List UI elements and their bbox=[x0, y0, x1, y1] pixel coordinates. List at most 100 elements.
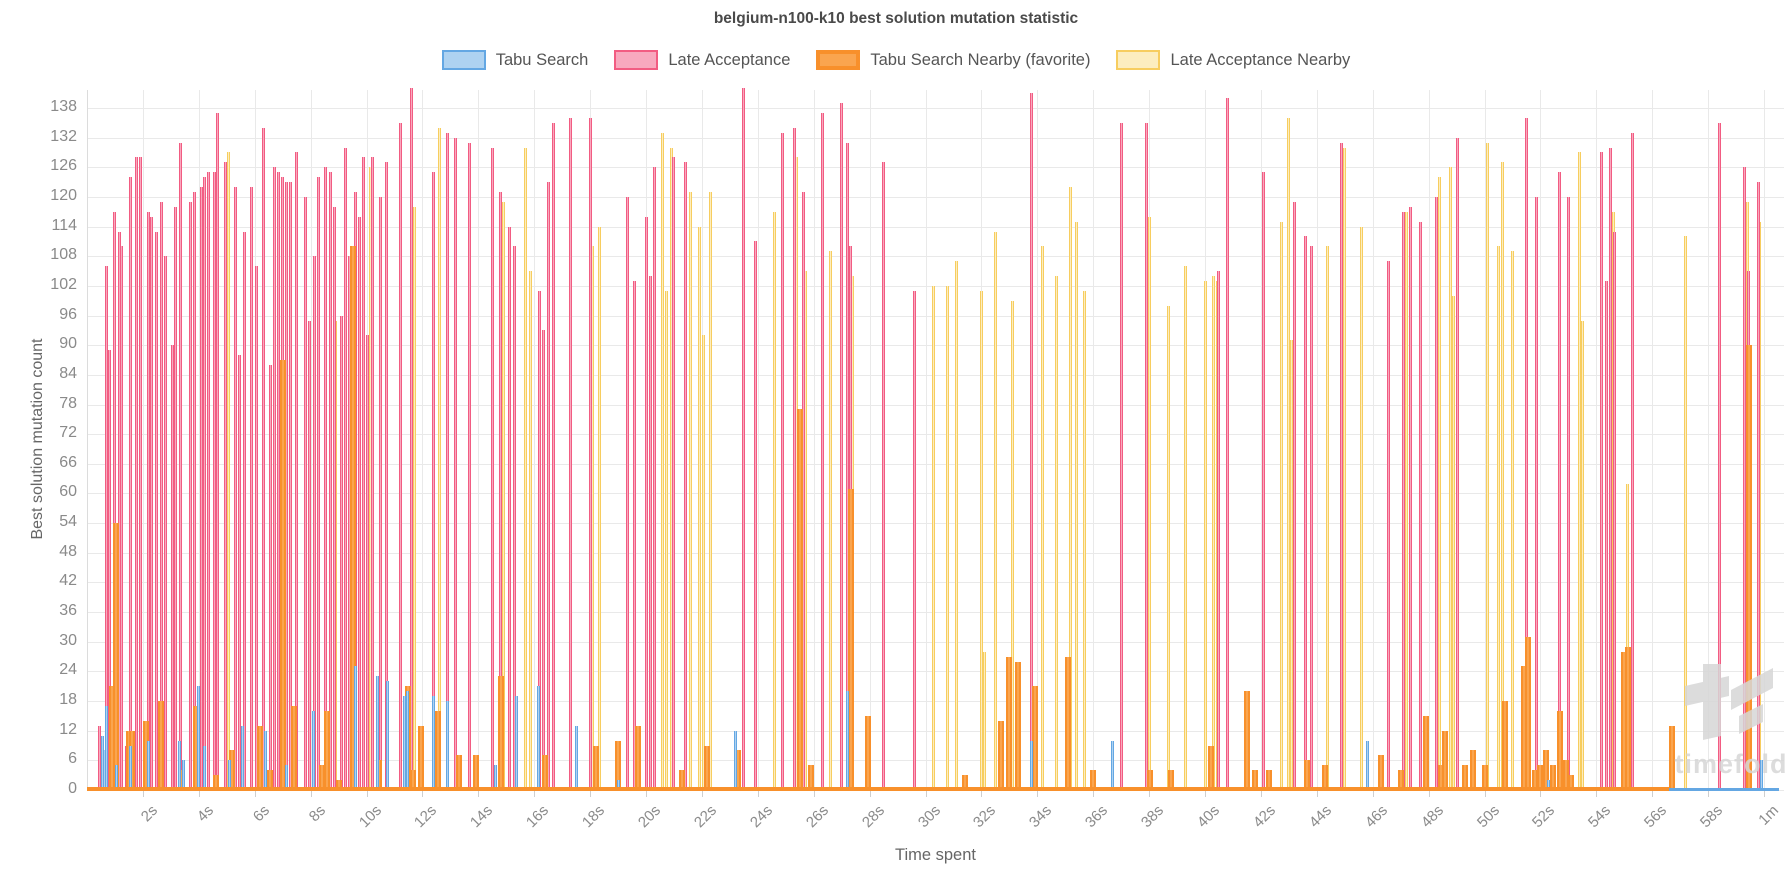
bar-tabu-search bbox=[1547, 780, 1551, 790]
x-tick-label: 24s bbox=[746, 802, 776, 832]
bar-tabu-search-nearby-favorite- bbox=[1502, 701, 1509, 790]
x-tick-label: 46s bbox=[1361, 802, 1391, 832]
x-tick-mark bbox=[198, 790, 200, 797]
bar-late-acceptance-nearby bbox=[1287, 117, 1291, 790]
bar-tabu-search bbox=[1365, 740, 1369, 790]
x-tick-mark bbox=[590, 790, 592, 797]
x-tick-mark bbox=[757, 790, 759, 797]
y-tick-label: 54 bbox=[59, 513, 77, 531]
bar-tabu-search-nearby-favorite- bbox=[1014, 661, 1021, 790]
y-tick-label: 48 bbox=[59, 542, 77, 560]
bar-tabu-search-nearby-favorite- bbox=[634, 725, 641, 790]
bar-late-acceptance bbox=[378, 196, 382, 790]
bar-tabu-search-nearby-favorite- bbox=[318, 765, 325, 790]
bar-tabu-search-nearby-favorite- bbox=[1524, 636, 1531, 790]
bar-tabu-search bbox=[177, 740, 181, 790]
bar-late-acceptance bbox=[128, 177, 132, 790]
bar-late-acceptance bbox=[200, 187, 204, 790]
x-tick-mark bbox=[1764, 790, 1765, 797]
bar-late-acceptance bbox=[1612, 231, 1616, 790]
bar-tabu-search-nearby-favorite- bbox=[1252, 770, 1259, 790]
bar-late-acceptance bbox=[146, 211, 150, 790]
gridline-horizontal bbox=[87, 285, 1784, 287]
bar-late-acceptance bbox=[499, 192, 503, 790]
y-tick-label: 84 bbox=[59, 364, 77, 382]
bar-tabu-search-nearby-favorite- bbox=[1422, 715, 1429, 790]
bar-late-acceptance bbox=[254, 266, 258, 790]
legend-item-tabu-search-nearby-favorite-[interactable]: Tabu Search Nearby (favorite) bbox=[816, 50, 1090, 70]
x-tick-mark bbox=[701, 790, 703, 797]
x-tick-label: 32s bbox=[970, 802, 1000, 832]
bar-late-acceptance bbox=[490, 147, 494, 790]
bar-late-acceptance-nearby bbox=[1452, 295, 1456, 790]
bar-tabu-search bbox=[733, 730, 737, 790]
y-tick-label: 72 bbox=[59, 424, 77, 442]
x-tick-mark bbox=[478, 790, 480, 797]
bar-tabu-search-nearby-favorite- bbox=[113, 523, 120, 790]
gridline-vertical bbox=[1596, 90, 1598, 790]
bar-tabu-search-nearby-favorite- bbox=[409, 770, 416, 790]
bar-tabu-search-nearby-favorite- bbox=[679, 770, 686, 790]
legend-swatch-icon bbox=[614, 50, 659, 70]
bar-tabu-search-nearby-favorite- bbox=[418, 725, 424, 790]
baseline-tabu-search bbox=[1668, 788, 1780, 791]
bar-tabu-search bbox=[114, 765, 118, 790]
legend-label: Late Acceptance bbox=[668, 50, 791, 69]
y-tick-label: 12 bbox=[59, 720, 77, 738]
bar-tabu-search bbox=[146, 740, 150, 790]
x-tick-mark bbox=[534, 790, 536, 797]
bar-tabu-search bbox=[128, 745, 132, 790]
bar-late-acceptance-nearby bbox=[1167, 305, 1171, 790]
bar-tabu-search bbox=[845, 691, 849, 790]
bar-late-acceptance-nearby bbox=[1290, 340, 1294, 790]
bar-late-acceptance-nearby bbox=[828, 251, 832, 790]
y-tick-label: 66 bbox=[59, 453, 77, 471]
bar-late-acceptance bbox=[366, 335, 370, 790]
bar-late-acceptance bbox=[242, 231, 246, 790]
bar-late-acceptance bbox=[135, 157, 139, 790]
bar-late-acceptance bbox=[1608, 147, 1612, 790]
bar-late-acceptance bbox=[1292, 201, 1296, 790]
gridline-horizontal bbox=[87, 315, 1784, 317]
bar-late-acceptance bbox=[150, 216, 154, 790]
x-tick-mark bbox=[925, 790, 927, 797]
bar-tabu-search bbox=[240, 725, 244, 790]
bar-late-acceptance bbox=[1604, 280, 1608, 790]
gridline-horizontal bbox=[87, 701, 1784, 703]
bar-tabu-search-nearby-favorite- bbox=[1461, 765, 1468, 790]
x-tick-label: 20s bbox=[634, 802, 665, 832]
bar-tabu-search bbox=[493, 765, 497, 790]
bar-tabu-search-nearby-favorite- bbox=[1304, 760, 1311, 790]
bar-late-acceptance bbox=[652, 167, 656, 790]
legend-item-late-acceptance-nearby[interactable]: Late Acceptance Nearby bbox=[1116, 50, 1350, 70]
x-tick-label: 56s bbox=[1641, 802, 1671, 832]
bar-tabu-search bbox=[432, 696, 436, 790]
bar-late-acceptance bbox=[820, 112, 824, 790]
bar-late-acceptance-nearby bbox=[1083, 290, 1087, 790]
bar-late-acceptance bbox=[1119, 122, 1123, 790]
bar-tabu-search bbox=[1759, 760, 1763, 790]
bar-late-acceptance bbox=[362, 157, 366, 790]
bar-tabu-search-nearby-favorite- bbox=[1266, 770, 1273, 790]
bar-late-acceptance bbox=[468, 142, 472, 790]
gridline-vertical bbox=[869, 90, 871, 790]
bar-late-acceptance bbox=[207, 172, 211, 790]
chart-title: belgium-n100-k10 best solution mutation … bbox=[713, 10, 1079, 27]
bar-late-acceptance bbox=[648, 276, 652, 790]
bar-tabu-search-nearby-favorite- bbox=[267, 770, 274, 790]
legend-item-tabu-search[interactable]: Tabu Search bbox=[441, 50, 588, 70]
x-tick-label: 10s bbox=[355, 802, 385, 832]
bar-late-acceptance bbox=[1408, 206, 1412, 790]
bar-late-acceptance bbox=[552, 122, 556, 790]
bar-late-acceptance bbox=[409, 88, 413, 790]
bar-late-acceptance bbox=[507, 226, 511, 790]
legend-item-late-acceptance[interactable]: Late Acceptance bbox=[614, 50, 790, 70]
bar-tabu-search-nearby-favorite- bbox=[1031, 686, 1038, 790]
x-tick-mark bbox=[1372, 790, 1374, 797]
bar-tabu-search-nearby-favorite- bbox=[1745, 345, 1752, 790]
bar-tabu-search-nearby-favorite- bbox=[807, 765, 814, 790]
gridline-horizontal bbox=[87, 463, 1784, 465]
bar-late-acceptance bbox=[398, 122, 402, 790]
gridline-horizontal bbox=[87, 256, 1784, 258]
bar-late-acceptance bbox=[313, 256, 317, 790]
